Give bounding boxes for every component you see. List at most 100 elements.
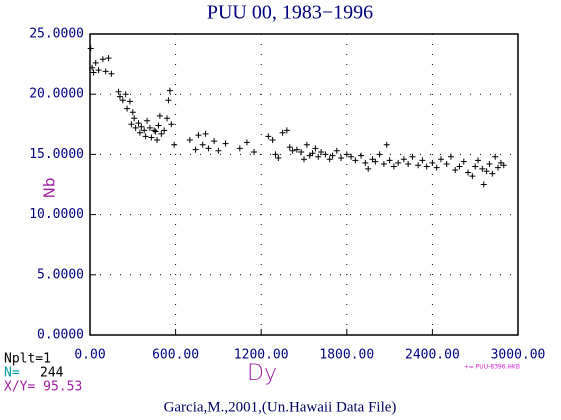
point <box>92 59 99 66</box>
y-tick-label: 10.0000 <box>29 207 84 222</box>
point <box>419 157 426 164</box>
point <box>483 168 490 175</box>
point <box>469 173 476 180</box>
point <box>429 159 436 166</box>
chart-title: PUU 00, 1983−1996 <box>207 2 373 24</box>
point <box>89 64 96 71</box>
point <box>122 91 129 98</box>
point <box>309 150 316 157</box>
point <box>151 127 158 134</box>
point <box>338 155 345 162</box>
x-tick-label: 2400.00 <box>405 348 460 363</box>
y-axis-label: Nb <box>41 178 59 199</box>
point <box>126 98 133 105</box>
point <box>95 67 102 74</box>
point <box>358 152 365 159</box>
point <box>141 127 148 134</box>
point <box>90 69 97 76</box>
plot-frame <box>89 33 519 336</box>
point <box>303 141 310 148</box>
point <box>142 133 149 140</box>
y-tick-label: 15.0000 <box>29 147 84 162</box>
point <box>269 136 276 143</box>
point <box>492 153 499 160</box>
point <box>108 70 115 77</box>
point <box>186 136 193 143</box>
point <box>456 163 463 170</box>
legend-text: += PUU-8396.HKB <box>464 364 520 371</box>
point <box>415 162 422 169</box>
x-tick-label: 0.00 <box>74 348 105 363</box>
point <box>154 136 161 143</box>
point <box>87 45 94 52</box>
point <box>275 155 282 162</box>
point <box>144 117 151 124</box>
point <box>286 144 293 151</box>
point <box>283 127 290 134</box>
point <box>115 88 122 95</box>
point <box>131 115 138 122</box>
point <box>165 97 172 104</box>
point <box>486 161 493 168</box>
point <box>333 147 340 154</box>
point <box>195 132 202 139</box>
point <box>243 139 250 146</box>
point <box>465 169 472 176</box>
point <box>372 158 379 165</box>
point <box>383 141 390 148</box>
x-tick-label: 1800.00 <box>319 348 374 363</box>
point <box>447 153 454 160</box>
point <box>279 129 286 136</box>
point <box>480 181 487 188</box>
point <box>124 105 131 112</box>
point <box>152 128 159 135</box>
point <box>129 109 136 116</box>
point <box>318 148 325 155</box>
point <box>479 165 486 172</box>
point <box>135 120 142 127</box>
point <box>293 146 300 153</box>
point <box>211 138 218 145</box>
point <box>136 129 143 136</box>
point <box>362 159 369 166</box>
point <box>199 141 206 148</box>
point <box>168 121 175 128</box>
point <box>472 163 479 170</box>
point <box>164 115 171 122</box>
point <box>155 122 162 129</box>
point <box>365 165 372 172</box>
point <box>192 146 199 153</box>
y-tick-label: 0.0000 <box>37 328 84 343</box>
point <box>400 156 407 163</box>
point <box>452 167 459 174</box>
info-nplt: Nplt=1 <box>4 352 51 367</box>
point <box>158 130 165 137</box>
point <box>298 148 305 155</box>
x-axis-label: Dy <box>247 361 277 386</box>
point <box>265 133 272 140</box>
point <box>475 157 482 164</box>
point <box>289 147 296 154</box>
info-n: 244 <box>40 366 64 381</box>
y-tick-label: 5.0000 <box>37 267 84 282</box>
x-tick-label: 3000.00 <box>491 348 546 363</box>
point <box>132 124 139 131</box>
info-xy: X/Y= 95.53 <box>4 380 82 395</box>
point <box>376 151 383 158</box>
point <box>138 123 145 130</box>
point <box>315 153 322 160</box>
footer: Garcia,M.,2001,(Un.Hawaii Data File) <box>164 399 397 415</box>
point <box>433 164 440 171</box>
point <box>215 147 222 154</box>
point <box>251 148 258 155</box>
point <box>156 112 163 119</box>
point <box>322 151 329 158</box>
x-tick-label: 1200.00 <box>234 348 289 363</box>
point <box>301 156 307 163</box>
point <box>161 127 168 134</box>
point <box>329 152 336 159</box>
point <box>405 161 412 168</box>
point <box>272 151 279 158</box>
point <box>443 161 450 168</box>
